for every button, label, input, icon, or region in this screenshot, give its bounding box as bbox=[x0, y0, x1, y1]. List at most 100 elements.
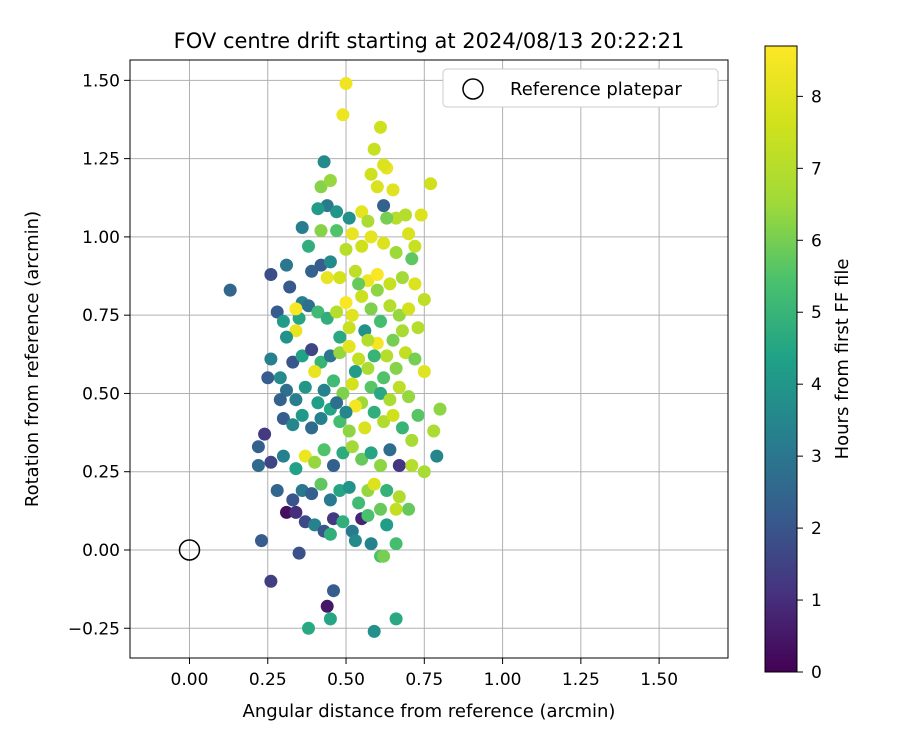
data-point bbox=[386, 333, 400, 347]
data-point bbox=[261, 371, 275, 385]
data-point bbox=[311, 202, 325, 216]
data-point bbox=[411, 321, 425, 335]
data-point bbox=[323, 255, 337, 269]
data-point bbox=[280, 383, 293, 397]
data-point bbox=[342, 211, 356, 225]
data-point bbox=[251, 459, 265, 472]
colorbar-tick-label: 5 bbox=[811, 303, 822, 323]
data-points bbox=[223, 77, 447, 638]
data-point bbox=[402, 390, 416, 404]
data-point bbox=[323, 612, 337, 626]
data-point bbox=[355, 205, 369, 219]
data-point bbox=[339, 405, 353, 419]
data-point bbox=[411, 408, 425, 422]
data-point bbox=[311, 396, 325, 410]
data-point bbox=[355, 239, 369, 253]
data-point bbox=[317, 155, 331, 169]
data-point bbox=[402, 302, 416, 316]
colorbar-tick-label: 7 bbox=[811, 159, 822, 179]
data-point bbox=[405, 252, 419, 266]
plot-frame bbox=[129, 59, 729, 659]
y-tick-label: 1.50 bbox=[82, 71, 120, 91]
data-point bbox=[289, 302, 303, 316]
data-point bbox=[305, 264, 319, 278]
data-point bbox=[305, 487, 319, 501]
data-point bbox=[367, 477, 381, 491]
colorbar-ticks: 0 1 2 3 4 5 6 7 8 bbox=[797, 87, 822, 683]
data-point bbox=[302, 299, 315, 313]
data-point bbox=[374, 314, 387, 328]
data-point bbox=[330, 305, 344, 319]
data-point bbox=[333, 330, 347, 344]
data-point bbox=[361, 333, 375, 347]
colorbar-gradient bbox=[764, 45, 798, 673]
data-point bbox=[298, 449, 312, 463]
data-point bbox=[276, 314, 290, 328]
data-point bbox=[286, 418, 300, 432]
data-point bbox=[317, 443, 331, 457]
data-point bbox=[383, 443, 397, 457]
data-point bbox=[392, 459, 406, 472]
data-point bbox=[308, 455, 322, 469]
y-axis-ticks: −0.25 0.00 0.25 0.50 0.75 1.00 1.25 1.50 bbox=[68, 71, 130, 639]
data-point bbox=[402, 502, 416, 516]
colorbar-tick-label: 1 bbox=[811, 591, 822, 611]
data-point bbox=[330, 396, 344, 410]
data-point bbox=[399, 346, 412, 360]
x-tick-label: 0.25 bbox=[249, 670, 287, 690]
data-point bbox=[264, 268, 278, 281]
data-point bbox=[389, 211, 403, 225]
data-point bbox=[367, 624, 381, 638]
x-tick-label: 0.50 bbox=[327, 670, 365, 690]
data-point bbox=[336, 446, 350, 460]
data-point bbox=[327, 374, 340, 388]
data-point bbox=[295, 221, 309, 234]
data-point bbox=[380, 349, 394, 363]
x-tick-label: 0.75 bbox=[405, 670, 443, 690]
y-tick-label: 1.25 bbox=[82, 150, 120, 170]
data-point bbox=[333, 271, 347, 285]
data-point bbox=[370, 283, 384, 297]
data-point bbox=[386, 183, 400, 197]
y-tick-label: 0.25 bbox=[82, 463, 120, 483]
colorbar: 0 1 2 3 4 5 6 7 8 Hours from first FF file bbox=[764, 45, 853, 683]
x-axis-label: Angular distance from reference (arcmin) bbox=[243, 701, 616, 722]
y-tick-label: 0.50 bbox=[82, 384, 120, 404]
x-tick-label: 1.25 bbox=[562, 670, 600, 690]
data-point bbox=[295, 408, 309, 422]
data-point bbox=[430, 449, 444, 463]
legend-box bbox=[442, 68, 719, 108]
data-point bbox=[305, 343, 319, 357]
data-point bbox=[389, 502, 403, 516]
data-point bbox=[395, 271, 409, 285]
data-point bbox=[433, 402, 447, 416]
data-point bbox=[342, 321, 356, 335]
x-tick-label: 1.00 bbox=[484, 670, 522, 690]
data-point bbox=[302, 621, 315, 635]
data-point bbox=[408, 352, 422, 366]
data-point bbox=[273, 393, 287, 407]
data-point bbox=[323, 493, 337, 507]
data-point bbox=[314, 355, 328, 369]
reference-point bbox=[178, 539, 201, 561]
data-point bbox=[342, 424, 356, 438]
data-point bbox=[374, 459, 387, 472]
y-tick-label: −0.25 bbox=[68, 619, 120, 639]
data-point bbox=[380, 484, 394, 497]
y-tick-label: 1.00 bbox=[82, 228, 120, 248]
data-point bbox=[367, 142, 381, 156]
data-point bbox=[392, 380, 406, 394]
data-point bbox=[305, 421, 319, 435]
data-point bbox=[270, 484, 284, 497]
data-point bbox=[333, 415, 347, 429]
colorbar-tick-label: 0 bbox=[811, 663, 822, 683]
legend-label: Reference platepar bbox=[510, 79, 682, 100]
data-point bbox=[283, 280, 297, 294]
data-point bbox=[298, 380, 312, 394]
data-point bbox=[276, 449, 290, 463]
data-point bbox=[308, 365, 322, 378]
data-point bbox=[348, 534, 362, 548]
data-point bbox=[352, 277, 366, 291]
colorbar-tick-label: 4 bbox=[811, 375, 822, 395]
